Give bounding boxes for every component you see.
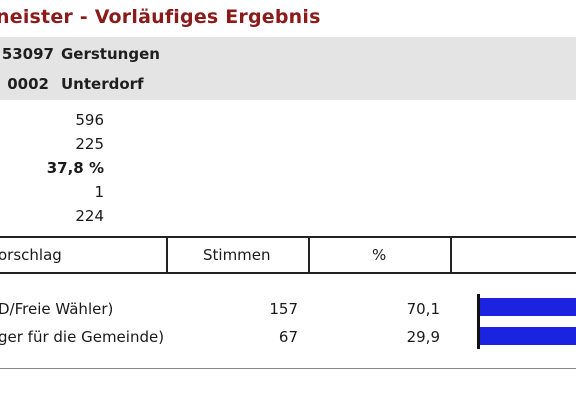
column-divider [308, 238, 310, 272]
column-divider [450, 238, 452, 272]
result-bar [480, 298, 576, 316]
stat-valid-votes: 224 [75, 207, 104, 225]
result-bar [480, 327, 576, 345]
candidate-name: D/Freie Wähler) [0, 300, 114, 318]
district-code: 0002 [7, 75, 49, 93]
stat-voters: 225 [75, 135, 104, 153]
stat-turnout: 37,8 % [46, 159, 104, 177]
bar-axis [477, 294, 480, 349]
district-row: 0002 Unterdorf [0, 75, 576, 95]
candidate-votes: 157 [269, 300, 298, 318]
candidate-percent: 29,9 [406, 328, 440, 346]
municipality-row: 53097 Gerstungen [0, 45, 576, 65]
candidate-percent: 70,1 [406, 300, 440, 318]
page-title: neister - Vorläufiges Ergebnis [0, 6, 321, 28]
area-info-box: 53097 Gerstungen 0002 Unterdorf [0, 37, 576, 100]
stat-eligible-voters: 596 [75, 111, 104, 129]
header-vorschlag: orschlag [0, 246, 62, 264]
municipality-code: 53097 [1, 45, 54, 63]
table-row: ger für die Gemeinde) 67 29,9 [0, 328, 576, 352]
column-divider [166, 238, 168, 272]
table-bottom-divider [0, 368, 576, 369]
table-row: D/Freie Wähler) 157 70,1 [0, 300, 576, 324]
candidate-votes: 67 [278, 328, 298, 346]
stat-invalid-votes: 1 [94, 183, 104, 201]
results-table-header: orschlag Stimmen % [0, 236, 576, 274]
municipality-name: Gerstungen [61, 45, 160, 63]
header-percent: % [372, 246, 387, 264]
header-stimmen: Stimmen [203, 246, 271, 264]
candidate-name: ger für die Gemeinde) [0, 328, 165, 346]
district-name: Unterdorf [61, 75, 144, 93]
